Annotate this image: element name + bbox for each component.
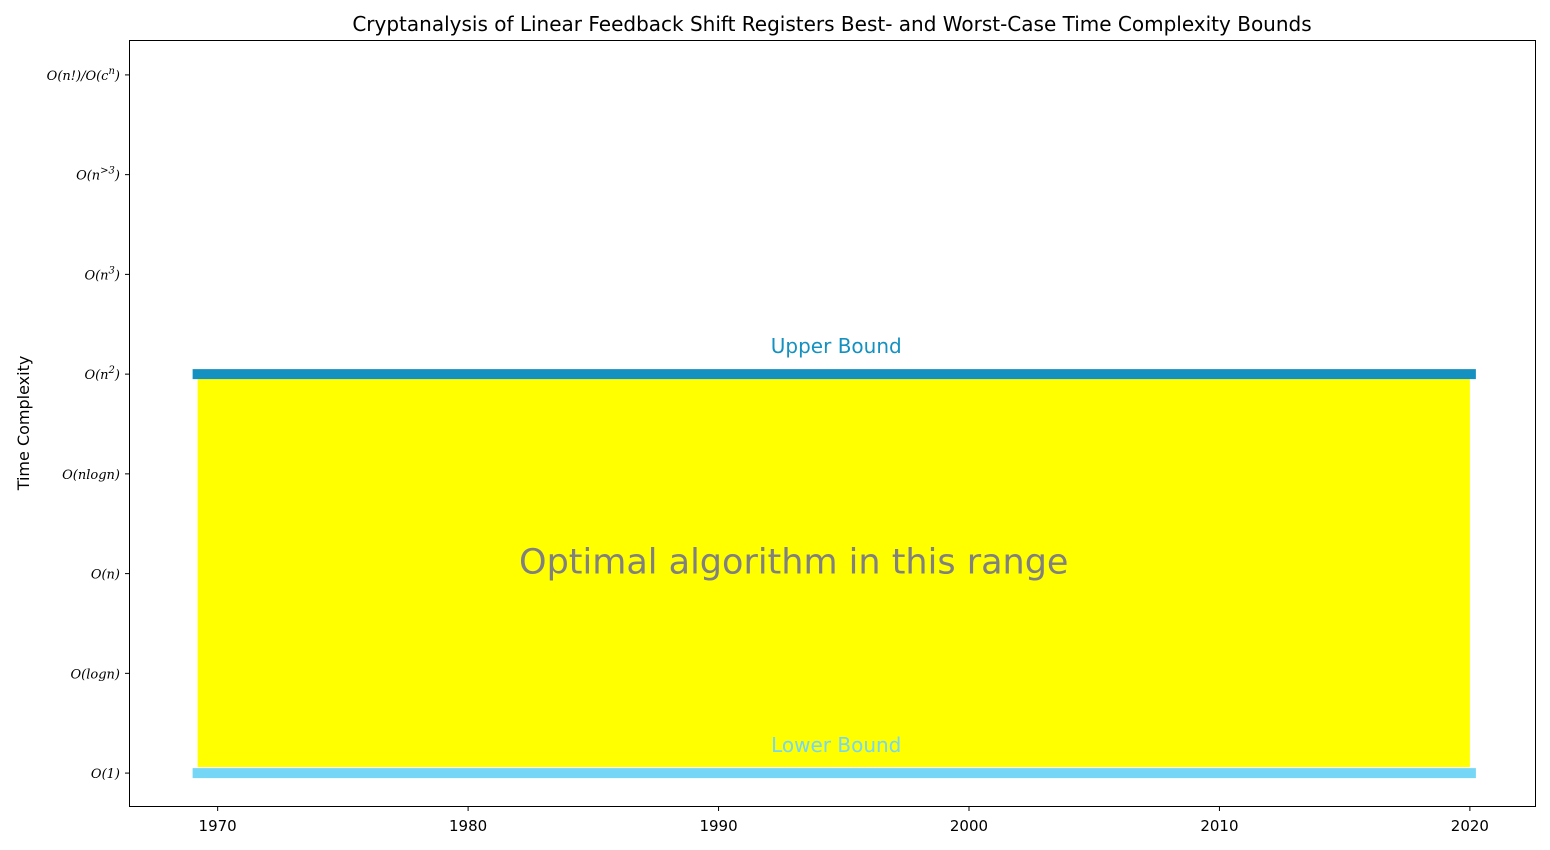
y-axis-label: Time Complexity [14, 356, 33, 492]
x-tick-label: 2020 [1451, 817, 1489, 835]
x-tick-label: 1970 [199, 817, 237, 835]
x-tick-label: 1990 [699, 817, 737, 835]
y-tick-label: O(logn) [71, 667, 120, 682]
plot-area: Upper Bound Lower Bound Optimal algorithm … [192, 334, 1476, 779]
optimal-range-label: Optimal algorithm in this range [519, 543, 1068, 583]
y-tick-label: O(1) [91, 767, 120, 782]
y-tick-label: O(n!)/O(cn) [47, 66, 120, 84]
y-axis: O(1) O(logn) O(n) O(nlogn) O(n2) O(n3) O(n>3) O… [47, 66, 130, 782]
x-tick-label: 2010 [1200, 817, 1238, 835]
lower-bound-label: Lower Bound [771, 733, 901, 757]
chart-title: Cryptanalysis of Linear Feedback Shift R… [352, 12, 1311, 36]
y-tick-label: O(n>3) [76, 166, 120, 184]
optimal-range-fill [197, 379, 1470, 768]
x-tick-label: 2000 [950, 817, 988, 835]
upper-bound-label: Upper Bound [771, 334, 902, 358]
y-tick-label: O(nlogn) [62, 468, 120, 483]
axes-frame [129, 40, 1536, 807]
x-axis: 1970 1980 1990 2000 2010 2020 [199, 806, 1489, 835]
y-tick-label: O(n2) [84, 365, 120, 383]
y-tick-label: O(n) [91, 568, 120, 583]
y-tick-label: O(n3) [84, 265, 120, 283]
x-tick-label: 1980 [449, 817, 487, 835]
